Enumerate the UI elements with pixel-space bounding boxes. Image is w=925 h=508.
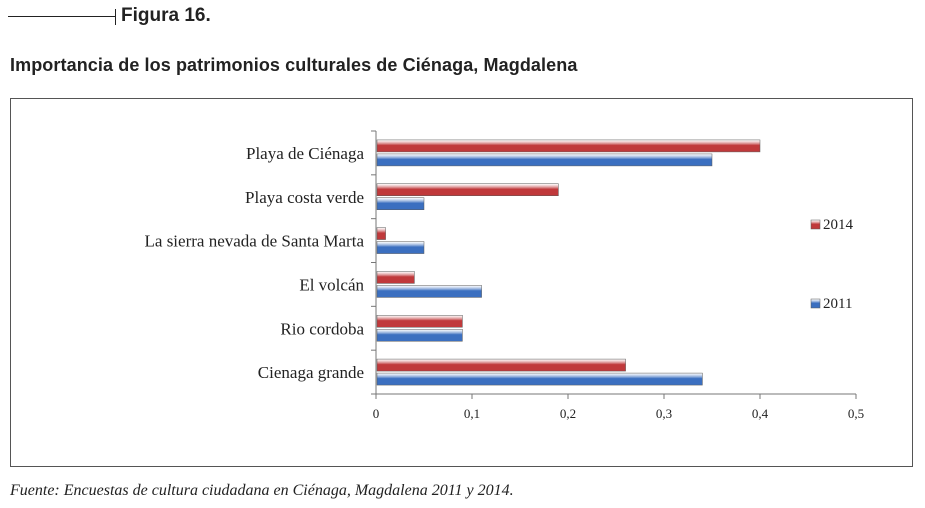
category-label: Playa costa verde xyxy=(245,188,364,207)
bar-2011 xyxy=(376,197,425,210)
chart-title: Importancia de los patrimonios culturale… xyxy=(10,55,578,75)
category-label: La sierra nevada de Santa Marta xyxy=(145,232,365,251)
x-tick-label: 0,2 xyxy=(560,406,576,421)
category-label: Cienaga grande xyxy=(258,363,364,382)
legend-swatch-2011 xyxy=(810,298,821,309)
chart-frame: 0 0,1 0,2 0,3 0,4 0,5 Playa de Ciénaga Playa co… xyxy=(10,98,913,467)
x-tick-label: 0,5 xyxy=(848,406,864,421)
category-label: Playa de Ciénaga xyxy=(246,144,364,163)
x-tick-label: 0 xyxy=(373,406,380,421)
bar-2014 xyxy=(376,271,415,284)
bar-chart: 0 0,1 0,2 0,3 0,4 0,5 Playa de Ciénaga Playa co… xyxy=(145,130,864,421)
bar-2014 xyxy=(376,183,559,196)
bar-2011 xyxy=(376,153,713,167)
figure-label: Figura 16. xyxy=(121,5,211,26)
legend-label-2011: 2011 xyxy=(823,296,852,312)
bar-2014 xyxy=(376,139,761,153)
bar-2014 xyxy=(376,227,386,240)
bar-2011 xyxy=(376,329,463,342)
figure-rule-tick xyxy=(115,9,116,25)
bar-2014 xyxy=(376,358,626,372)
source-note: Fuente: Encuestas de cultura ciudadana e… xyxy=(10,482,514,499)
bar-2011 xyxy=(376,285,482,298)
bar-2011 xyxy=(376,372,703,386)
x-tick-label: 0,4 xyxy=(752,406,769,421)
legend-label-2014: 2014 xyxy=(823,217,854,233)
category-label: Rio cordoba xyxy=(280,319,364,338)
legend-swatch-2014 xyxy=(810,219,821,230)
category-label: El volcán xyxy=(299,275,364,294)
x-tick-label: 0,3 xyxy=(656,406,672,421)
bar-2011 xyxy=(376,241,425,254)
figure-rule xyxy=(8,16,115,17)
x-tick-label: 0,1 xyxy=(464,406,480,421)
bar-2014 xyxy=(376,315,463,328)
